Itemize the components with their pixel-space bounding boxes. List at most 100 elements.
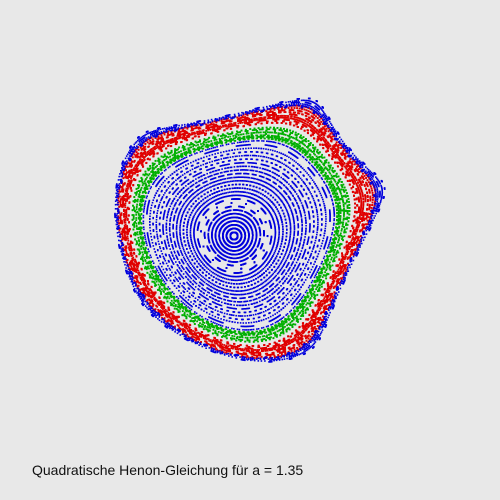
orbit-point bbox=[312, 119, 315, 122]
orbit-point bbox=[198, 135, 201, 138]
orbit-point bbox=[335, 271, 337, 274]
orbit-point bbox=[282, 116, 284, 119]
orbit-point bbox=[215, 340, 218, 343]
orbit-point bbox=[127, 239, 130, 242]
orbit-point bbox=[233, 122, 235, 124]
orbit-point bbox=[308, 314, 311, 317]
orbit-point bbox=[281, 346, 284, 348]
orbit-point bbox=[299, 120, 301, 122]
orbit-point bbox=[283, 118, 286, 121]
orbit-point bbox=[271, 121, 274, 124]
orbit-point bbox=[196, 316, 199, 319]
orbit-point bbox=[355, 232, 357, 235]
orbit-point bbox=[145, 161, 148, 164]
orbit-point bbox=[251, 121, 253, 123]
orbit-point bbox=[158, 296, 161, 299]
orbit-point bbox=[284, 111, 287, 113]
orbit-point bbox=[365, 217, 368, 220]
orbit-point bbox=[300, 110, 303, 113]
orbit-point bbox=[349, 158, 352, 161]
orbit-point bbox=[353, 229, 356, 231]
orbit-point bbox=[351, 163, 354, 166]
orbit-point bbox=[321, 128, 324, 131]
orbit-point bbox=[338, 266, 341, 269]
orbit-point bbox=[273, 115, 276, 118]
orbit-point bbox=[328, 154, 331, 157]
orbit-point bbox=[336, 162, 339, 164]
orbit-point bbox=[126, 189, 129, 192]
orbit-point bbox=[306, 156, 309, 158]
orbit-point bbox=[124, 221, 127, 224]
orbit-point bbox=[370, 187, 373, 190]
orbit-point bbox=[156, 152, 159, 155]
orbit-point bbox=[173, 137, 176, 140]
orbit-point bbox=[144, 145, 147, 148]
orbit-point bbox=[350, 174, 353, 177]
orbit-point bbox=[130, 248, 133, 250]
orbit-point bbox=[360, 200, 363, 203]
orbit-point bbox=[127, 185, 130, 187]
orbit-point bbox=[345, 255, 347, 258]
orbit-point bbox=[247, 346, 250, 348]
orbit-point bbox=[328, 290, 331, 292]
orbit-point bbox=[322, 263, 325, 265]
orbit-point bbox=[354, 180, 357, 183]
orbit-point bbox=[130, 186, 132, 189]
orbit-point bbox=[126, 242, 129, 244]
orbit-point bbox=[163, 305, 166, 308]
orbit-point bbox=[127, 179, 130, 182]
orbit-point bbox=[204, 145, 207, 148]
orbit-point bbox=[126, 195, 129, 198]
orbit-point bbox=[230, 347, 233, 350]
orbit-point bbox=[315, 328, 317, 330]
orbit-point bbox=[303, 330, 306, 333]
orbit-point bbox=[360, 208, 362, 211]
orbit-point bbox=[301, 151, 304, 154]
orbit-point bbox=[293, 144, 296, 146]
orbit-point bbox=[212, 129, 214, 132]
orbit-point bbox=[152, 149, 155, 152]
orbit-point bbox=[341, 257, 344, 259]
orbit-point bbox=[283, 321, 285, 323]
orbit-point bbox=[286, 341, 289, 344]
orbit-point bbox=[179, 323, 182, 325]
orbit-point bbox=[201, 132, 204, 134]
orbit-point bbox=[314, 313, 317, 316]
orbit-point bbox=[316, 310, 318, 313]
orbit-point bbox=[239, 348, 242, 350]
orbit-point bbox=[130, 177, 132, 180]
orbit-point bbox=[289, 111, 292, 114]
orbit-point bbox=[259, 112, 262, 115]
orbit-point bbox=[225, 328, 228, 331]
orbit-point bbox=[146, 154, 148, 156]
orbit-point bbox=[358, 190, 361, 193]
orbit-point bbox=[141, 163, 144, 166]
orbit-point bbox=[126, 191, 128, 194]
orbit-point bbox=[164, 142, 166, 145]
orbit-point bbox=[351, 166, 354, 169]
orbit-point bbox=[363, 219, 365, 222]
orbit-point bbox=[297, 334, 300, 337]
orbit-point bbox=[217, 130, 220, 133]
orbit-point bbox=[184, 322, 187, 325]
orbit-point bbox=[166, 288, 169, 291]
orbit-point bbox=[313, 126, 315, 129]
orbit-point bbox=[188, 132, 191, 135]
orbit-point bbox=[367, 181, 370, 184]
orbit-point bbox=[326, 301, 328, 303]
orbit-point bbox=[189, 134, 192, 136]
orbit-point bbox=[243, 348, 246, 351]
orbit-point bbox=[301, 123, 304, 126]
orbit-point bbox=[303, 328, 305, 331]
orbit-point bbox=[363, 178, 365, 180]
orbit-point bbox=[166, 164, 169, 167]
orbit-point bbox=[142, 165, 145, 168]
orbit-point bbox=[292, 340, 295, 342]
orbit-point bbox=[341, 259, 344, 262]
orbit-point bbox=[340, 261, 343, 264]
orbit-point bbox=[357, 187, 360, 190]
orbit-point bbox=[198, 126, 201, 129]
orbit-point bbox=[277, 108, 280, 110]
orbit-point bbox=[274, 138, 277, 141]
orbit-point bbox=[369, 199, 372, 202]
